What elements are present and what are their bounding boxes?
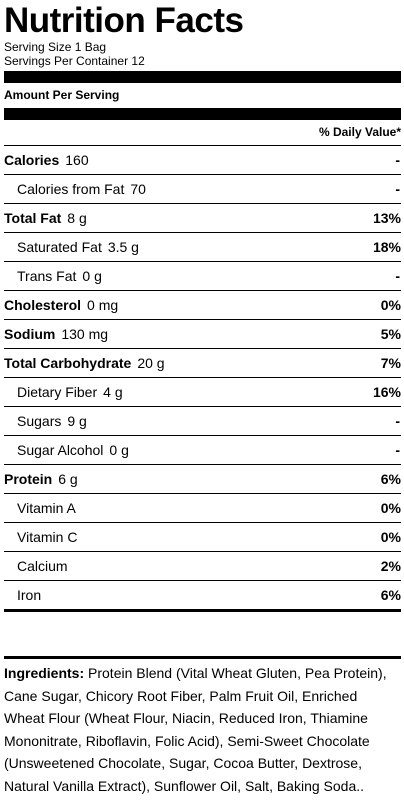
- nutrient-daily-value: 0%: [380, 500, 401, 516]
- nutrient-name: Vitamin A: [17, 500, 76, 516]
- nutrient-row: Cholesterol 0 mg 0%: [4, 290, 401, 319]
- nutrient-name-amount: Total Fat 8 g: [4, 210, 87, 226]
- nutrient-row: Iron 6%: [4, 580, 401, 609]
- nutrient-name: Protein: [4, 471, 53, 487]
- nutrient-daily-value: 7%: [380, 355, 401, 371]
- nutrient-row: Sugars 9 g -: [4, 406, 401, 435]
- ingredients-text: Protein Blend (Vital Wheat Gluten, Pea P…: [4, 665, 387, 794]
- nutrient-daily-value: 0%: [380, 297, 401, 313]
- nutrient-daily-value: 13%: [372, 210, 401, 226]
- nutrient-daily-value: -: [395, 181, 400, 197]
- divider-thick: [4, 71, 401, 83]
- daily-value-header: % Daily Value*: [318, 125, 401, 139]
- spacer: [4, 612, 401, 656]
- nutrient-name-amount: Iron: [4, 587, 41, 603]
- nutrient-row: Dietary Fiber 4 g 16%: [4, 377, 401, 406]
- nutrient-name: Total Fat: [4, 210, 62, 226]
- nutrient-name-amount: Calories from Fat 70: [4, 181, 146, 197]
- nutrient-row: Vitamin C 0%: [4, 522, 401, 551]
- nutrient-name-amount: Calcium: [4, 558, 68, 574]
- nutrient-name-amount: Saturated Fat 3.5 g: [4, 239, 139, 255]
- nutrient-daily-value: -: [395, 442, 400, 458]
- nutrient-amount: 20 g: [137, 355, 165, 371]
- nutrient-name: Sodium: [4, 326, 56, 342]
- nutrient-amount: 160: [65, 152, 89, 168]
- nutrient-daily-value: 2%: [380, 558, 401, 574]
- nutrient-name: Trans Fat: [17, 268, 77, 284]
- nutrient-name-amount: Dietary Fiber 4 g: [4, 384, 123, 400]
- nutrient-name: Iron: [17, 587, 42, 603]
- nutrient-daily-value: 5%: [380, 326, 401, 342]
- nutrient-daily-value: 16%: [372, 384, 401, 400]
- nutrient-name-amount: Vitamin C: [4, 529, 77, 545]
- nutrient-daily-value: 0%: [380, 529, 401, 545]
- nutrient-name-amount: Cholesterol 0 mg: [4, 297, 118, 313]
- ingredients-label: Ingredients:: [4, 665, 85, 681]
- nutrient-daily-value: 6%: [380, 471, 401, 487]
- nutrient-row: Calories 160 -: [4, 145, 401, 174]
- ingredients: Ingredients: Protein Blend (Vital Wheat …: [4, 659, 401, 798]
- nutrient-name: Dietary Fiber: [17, 384, 98, 400]
- nutrient-daily-value: 18%: [372, 239, 401, 255]
- nutrient-row: Sodium 130 mg 5%: [4, 319, 401, 348]
- nutrient-amount: 6 g: [58, 471, 78, 487]
- nutrient-amount: 8 g: [67, 210, 87, 226]
- nutrient-name-amount: Sugar Alcohol 0 g: [4, 442, 129, 458]
- nutrient-amount: 0 g: [109, 442, 129, 458]
- nutrient-daily-value: 6%: [380, 587, 401, 603]
- nutrient-amount: 3.5 g: [107, 239, 139, 255]
- nutrient-row: Total Carbohydrate 20 g 7%: [4, 348, 401, 377]
- divider-thick: [4, 609, 401, 612]
- nutrient-name-amount: Protein 6 g: [4, 471, 78, 487]
- nutrient-name: Calcium: [17, 558, 68, 574]
- nutrient-daily-value: -: [395, 268, 400, 284]
- nutrient-name: Saturated Fat: [17, 239, 102, 255]
- nutrient-row: Vitamin A 0%: [4, 493, 401, 522]
- nutrient-table: Calories 160 - Calories from Fat 70 - Total Fa…: [4, 145, 401, 609]
- serving-size: Serving Size 1 Bag: [4, 40, 107, 54]
- nutrient-row: Calories from Fat 70 -: [4, 174, 401, 203]
- nutrient-row: Sugar Alcohol 0 g -: [4, 435, 401, 464]
- label-title: Nutrition Facts: [4, 1, 244, 40]
- nutrient-name-amount: Sugars 9 g: [4, 413, 87, 429]
- nutrient-name-amount: Total Carbohydrate 20 g: [4, 355, 165, 371]
- nutrition-facts-label: Nutrition Facts Serving Size 1 Bag Servi…: [4, 2, 401, 798]
- nutrient-name-amount: Sodium 130 mg: [4, 326, 108, 342]
- nutrient-name: Total Carbohydrate: [4, 355, 132, 371]
- nutrient-amount: 4 g: [103, 384, 123, 400]
- divider-thick: [4, 108, 401, 120]
- nutrient-name: Sugars: [17, 413, 62, 429]
- nutrient-name: Sugar Alcohol: [17, 442, 104, 458]
- nutrient-row: Total Fat 8 g 13%: [4, 203, 401, 232]
- nutrient-row: Calcium 2%: [4, 551, 401, 580]
- nutrient-name-amount: Vitamin A: [4, 500, 76, 516]
- nutrient-amount: 0 g: [82, 268, 102, 284]
- nutrient-amount: 9 g: [67, 413, 87, 429]
- nutrient-daily-value: -: [395, 152, 400, 168]
- servings-per-container: Servings Per Container 12: [4, 54, 145, 68]
- nutrient-daily-value: -: [395, 413, 400, 429]
- nutrient-amount: 0 mg: [87, 297, 119, 313]
- nutrient-row: Saturated Fat 3.5 g 18%: [4, 232, 401, 261]
- amount-per-serving: Amount Per Serving: [4, 88, 120, 102]
- nutrient-row: Protein 6 g 6%: [4, 464, 401, 493]
- divider-thick: [4, 656, 401, 659]
- nutrient-name: Vitamin C: [17, 529, 78, 545]
- nutrient-name: Calories: [4, 152, 60, 168]
- nutrient-name-amount: Calories 160: [4, 152, 89, 168]
- nutrient-amount: 130 mg: [61, 326, 109, 342]
- nutrient-name: Cholesterol: [4, 297, 82, 313]
- nutrient-name: Calories from Fat: [17, 181, 125, 197]
- nutrient-name-amount: Trans Fat 0 g: [4, 268, 102, 284]
- nutrient-amount: 70: [130, 181, 146, 197]
- nutrient-row: Trans Fat 0 g -: [4, 261, 401, 290]
